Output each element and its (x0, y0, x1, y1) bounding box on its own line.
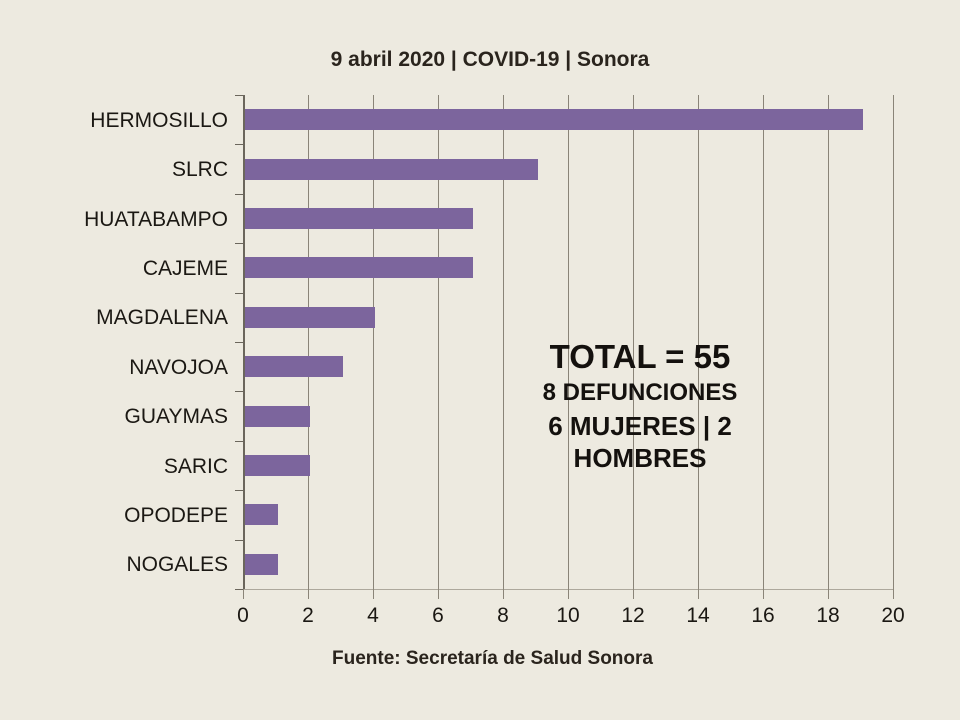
x-tick-label-4: 4 (367, 604, 379, 627)
category-label-guaymas: GUAYMAS (124, 405, 228, 429)
y-axis-tick-6 (235, 391, 243, 393)
category-label-nogales: NOGALES (126, 553, 228, 577)
annotation-genero: 6 MUJERES | 2 HOMBRES (548, 411, 732, 473)
annotation-total: TOTAL = 55 (549, 338, 731, 375)
gridline-x-10 (568, 95, 569, 589)
chart-title: 9 abril 2020 | COVID-19 | Sonora (330, 48, 650, 71)
x-axis-tick-6 (438, 589, 439, 599)
y-axis-tick-9 (235, 539, 243, 541)
x-tick-label-18: 18 (816, 604, 840, 627)
category-label-cajeme: CAJEME (142, 256, 228, 280)
gridline-x-8 (503, 95, 504, 589)
x-tick-label-14: 14 (686, 604, 710, 627)
source-caption: Fuente: Secretaría de Salud Sonora (332, 648, 653, 669)
bar-opodepe (245, 504, 278, 526)
y-axis-tick-0 (235, 95, 243, 96)
x-axis-tick-2 (308, 589, 309, 599)
y-axis-tick-3 (235, 243, 243, 245)
bar-nogales (245, 553, 278, 575)
x-tick-label-12: 12 (621, 604, 645, 627)
y-axis-tick-4 (235, 292, 243, 294)
gridline-x-20 (893, 95, 894, 589)
x-tick-label-16: 16 (751, 604, 775, 627)
category-label-slrc: SLRC (171, 158, 228, 182)
x-axis-line (236, 589, 894, 590)
y-axis-tick-1 (235, 144, 243, 146)
gridline-x-6 (438, 95, 439, 589)
bar-navojoa (245, 356, 343, 378)
annotation-defunciones: 8 DEFUNCIONES (542, 379, 738, 406)
category-label-opodepe: OPODEPE (124, 503, 228, 527)
gridline-x-2 (308, 95, 309, 589)
bar-hermosillo (245, 109, 863, 131)
x-tick-label-2: 2 (302, 604, 314, 627)
x-tick-label-0: 0 (237, 604, 249, 627)
gridline-x-16 (763, 95, 764, 589)
y-axis-tick-5 (235, 342, 243, 343)
y-axis-line (243, 95, 245, 589)
bar-saric (245, 455, 310, 476)
category-label-hermosillo: HERMOSILLO (90, 108, 228, 132)
x-axis-tick-0 (243, 589, 244, 599)
gridline-x-18 (828, 95, 829, 589)
category-label-huatabampo: HUATABAMPO (84, 207, 228, 231)
bar-magdalena (245, 306, 375, 328)
x-axis-tick-4 (373, 589, 374, 599)
bar-slrc (245, 158, 538, 180)
bar-cajeme (245, 257, 473, 279)
x-axis-tick-10 (568, 589, 569, 599)
gridline-x-12 (633, 95, 634, 589)
category-label-magdalena: MAGDALENA (96, 306, 228, 330)
category-label-saric: SARIC (163, 454, 228, 478)
plot-area (243, 95, 894, 589)
x-axis-tick-14 (698, 589, 699, 599)
category-label-navojoa: NAVOJOA (129, 355, 228, 379)
bar-huatabampo (245, 208, 473, 229)
x-axis-tick-12 (633, 589, 634, 599)
x-tick-label-8: 8 (497, 604, 509, 627)
y-axis-tick-8 (235, 490, 243, 492)
x-axis-tick-20 (893, 589, 894, 599)
y-axis-tick-7 (235, 440, 243, 442)
annotation-block: TOTAL = 55 8 DEFUNCIONES 6 MUJERES | 2 H… (480, 338, 800, 474)
x-tick-label-6: 6 (432, 604, 444, 627)
y-axis-tick-10 (235, 589, 243, 590)
gridline-x-14 (698, 95, 699, 589)
x-axis-tick-18 (828, 589, 829, 599)
y-axis-tick-2 (235, 193, 243, 195)
bar-guaymas (245, 405, 310, 427)
x-tick-label-20: 20 (881, 604, 905, 627)
x-axis-tick-16 (763, 589, 764, 599)
x-axis-tick-8 (503, 589, 504, 599)
x-tick-label-10: 10 (556, 604, 580, 627)
gridline-x-4 (373, 95, 374, 589)
